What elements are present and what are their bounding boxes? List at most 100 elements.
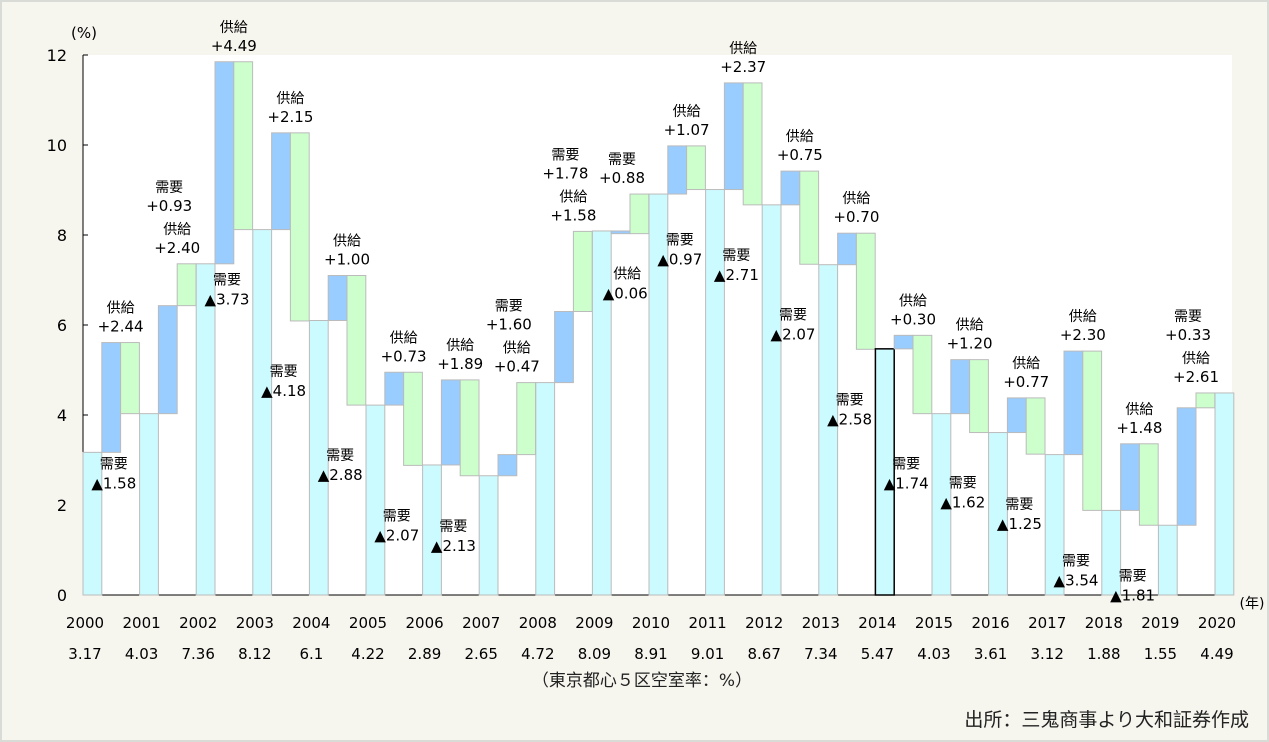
vacancy-value-label: 6.1 [299, 645, 323, 663]
demand-bar [289, 132, 310, 322]
vacancy-bar-2009 [591, 230, 612, 596]
vacancy-value-label: 1.88 [1087, 645, 1120, 663]
demand-bar [1082, 350, 1103, 511]
x-unit-label: (年) [1240, 596, 1265, 612]
supply-value: +0.30 [890, 310, 936, 328]
demand-label: 需要 [949, 476, 977, 492]
demand-bar [799, 170, 820, 265]
vacancy-value-label: 8.09 [578, 645, 611, 663]
demand-label: 需要 [155, 180, 183, 196]
demand-value: ▲1.25 [997, 515, 1042, 533]
year-label: 2013 [802, 614, 840, 632]
supply-bar [1063, 350, 1084, 456]
demand-bar [120, 342, 140, 415]
supply-label: 供給 [1182, 351, 1210, 367]
supply-bar [214, 61, 235, 265]
vacancy-value-label: 4.03 [125, 645, 158, 663]
demand-value: ▲2.71 [714, 266, 759, 284]
supply-value: +4.49 [211, 37, 257, 55]
supply-label: 供給 [899, 293, 927, 309]
vacancy-bar-2013 [818, 264, 839, 596]
vacancy-bar-2001 [139, 413, 159, 596]
supply-bar [554, 311, 574, 384]
demand-label: 需要 [1119, 568, 1147, 584]
vacancy-bar-2010 [648, 193, 669, 596]
demand-label: 需要 [1062, 553, 1090, 569]
vacancy-bar-2000 [82, 451, 103, 596]
demand-value: ▲2.88 [318, 466, 363, 484]
supply-label: 供給 [446, 338, 474, 354]
demand-value: ▲1.81 [1110, 586, 1155, 604]
demand-bar [1138, 443, 1159, 526]
supply-label: 供給 [503, 341, 531, 357]
vacancy-value-label: 4.72 [521, 645, 554, 663]
supply-bar [667, 145, 688, 195]
supply-label: 供給 [842, 191, 870, 207]
supply-bar [271, 132, 291, 231]
demand-value: +0.93 [146, 197, 192, 215]
y-tick-label: 2 [57, 496, 67, 515]
supply-value: +1.00 [324, 251, 370, 269]
supply-bar [1120, 443, 1140, 511]
vacancy-bar-2018 [1101, 509, 1122, 596]
year-label: 2009 [575, 614, 613, 632]
demand-value: ▲3.54 [1054, 571, 1099, 589]
supply-bar [1176, 407, 1197, 526]
vacancy-value-label: 3.17 [68, 645, 101, 663]
supply-label: 供給 [956, 318, 984, 334]
supply-bar [893, 334, 914, 350]
supply-value: +0.47 [494, 358, 540, 376]
supply-bar [157, 305, 178, 415]
supply-label: 供給 [729, 41, 757, 57]
vacancy-value-label: 7.34 [804, 645, 837, 663]
supply-value: +1.89 [437, 355, 483, 373]
supply-value: +2.44 [98, 318, 144, 336]
demand-value: ▲4.18 [261, 382, 306, 400]
demand-label: 需要 [1174, 309, 1202, 325]
vacancy-value-label: 4.49 [1200, 645, 1233, 663]
demand-bar [686, 145, 706, 191]
vacancy-value-label: 8.67 [747, 645, 780, 663]
vacancy-value-label: 2.65 [464, 645, 497, 663]
vacancy-bar-2005 [365, 404, 386, 596]
demand-bar [403, 371, 423, 466]
supply-label: 供給 [333, 234, 361, 250]
demand-label: 需要 [722, 248, 750, 264]
supply-label: 供給 [220, 20, 248, 36]
supply-bar [384, 371, 405, 406]
supply-label: 供給 [276, 91, 304, 107]
demand-label: 需要 [892, 457, 920, 473]
year-label: 2002 [179, 614, 217, 632]
supply-bar [610, 230, 631, 235]
vacancy-value-label: 8.91 [634, 645, 667, 663]
supply-value: +1.07 [664, 121, 710, 139]
vacancy-value-label: 3.61 [974, 645, 1007, 663]
supply-bar [497, 454, 518, 477]
demand-bar [912, 334, 933, 415]
demand-value: ▲1.62 [940, 494, 985, 512]
supply-label: 供給 [786, 129, 814, 145]
demand-label: 需要 [213, 273, 241, 289]
demand-label: 需要 [666, 233, 694, 249]
year-label: 2018 [1085, 614, 1123, 632]
vacancy-bar-2020 [1214, 392, 1235, 596]
supply-bar [780, 170, 801, 206]
demand-label: 需要 [326, 448, 354, 464]
year-label: 2001 [123, 614, 161, 632]
supply-label: 供給 [107, 301, 135, 317]
demand-bar [629, 193, 650, 235]
year-label: 2007 [462, 614, 500, 632]
vacancy-bar-2003 [252, 229, 273, 596]
supply-value: +2.40 [154, 239, 200, 257]
year-label: 2019 [1141, 614, 1179, 632]
vacancy-bar-2007 [478, 475, 499, 596]
demand-value: ▲2.13 [431, 537, 476, 555]
year-label: 2000 [66, 614, 104, 632]
year-label: 2016 [972, 614, 1010, 632]
vacancy-bar-2004 [308, 320, 329, 596]
year-label: 2008 [519, 614, 557, 632]
vacancy-value-label: 2.89 [408, 645, 441, 663]
supply-label: 供給 [613, 267, 641, 283]
supply-label: 供給 [390, 330, 418, 346]
y-unit-label: (%) [71, 24, 97, 42]
